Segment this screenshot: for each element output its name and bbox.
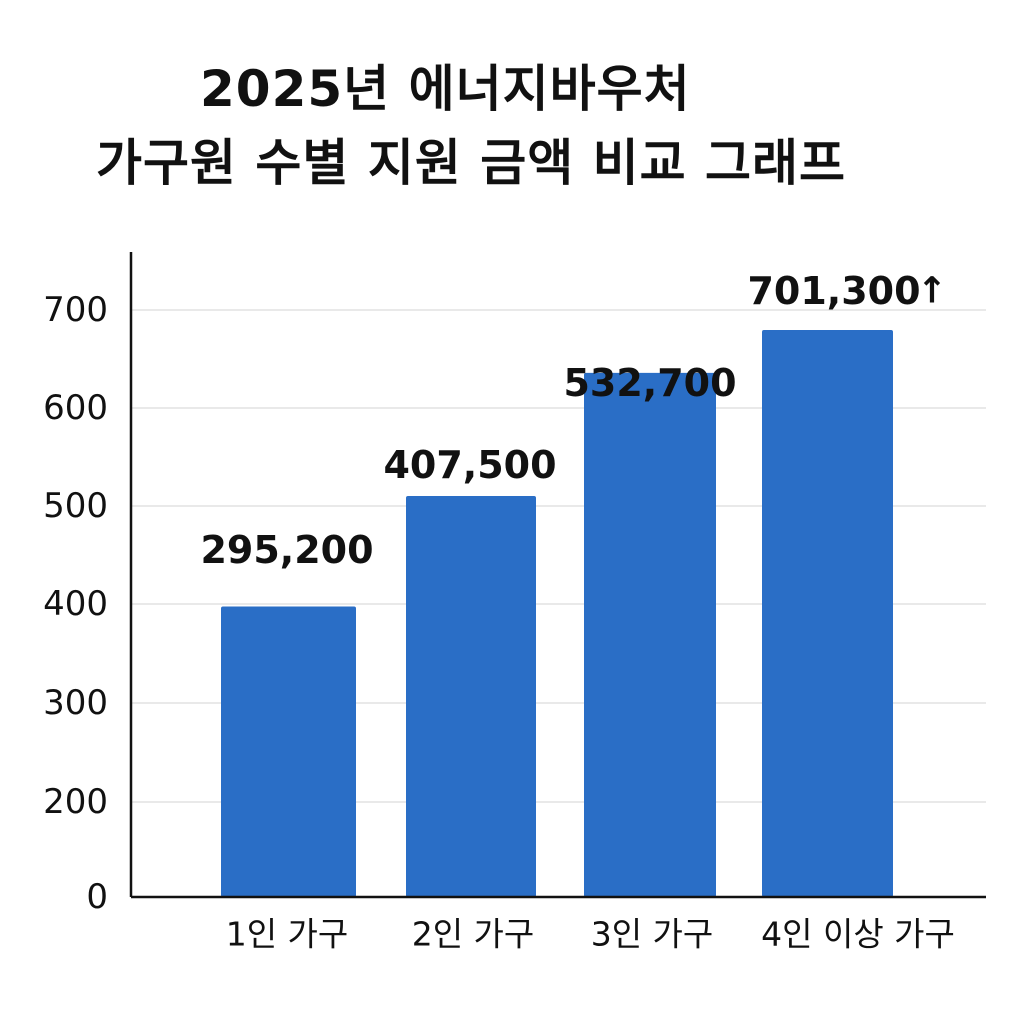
- x-tick-label: 1인 가구: [226, 915, 349, 954]
- bar: [584, 372, 716, 897]
- y-tick-label: 400: [43, 584, 108, 624]
- up-arrow-icon: ↑: [917, 271, 947, 312]
- data-label: 701,300: [747, 269, 920, 313]
- y-tick-label: 0: [86, 877, 108, 917]
- chart-title-line-2: 가구원 수별 지원 금액 비교 그래프: [96, 134, 847, 192]
- data-label: 532,700: [563, 361, 736, 405]
- bar: [406, 496, 536, 897]
- x-tick-label: 3인 가구: [591, 915, 714, 954]
- data-label: 407,500: [383, 443, 556, 487]
- y-tick-label: 500: [43, 486, 108, 526]
- bar: [762, 330, 893, 897]
- y-tick-label: 600: [43, 388, 108, 428]
- chart-title-line-1: 2025년 에너지바우처: [200, 60, 691, 118]
- y-tick-label: 700: [43, 290, 108, 330]
- chart-title: 2025년 에너지바우처 가구원 수별 지원 금액 비교 그래프: [0, 52, 1024, 200]
- y-tick-label: 200: [43, 782, 108, 822]
- bar: [221, 606, 356, 897]
- y-tick-label: 300: [43, 683, 108, 723]
- x-tick-label: 2인 가구: [412, 915, 535, 954]
- data-label: 295,200: [200, 528, 373, 572]
- x-tick-label: 4인 이상 가구: [761, 915, 955, 954]
